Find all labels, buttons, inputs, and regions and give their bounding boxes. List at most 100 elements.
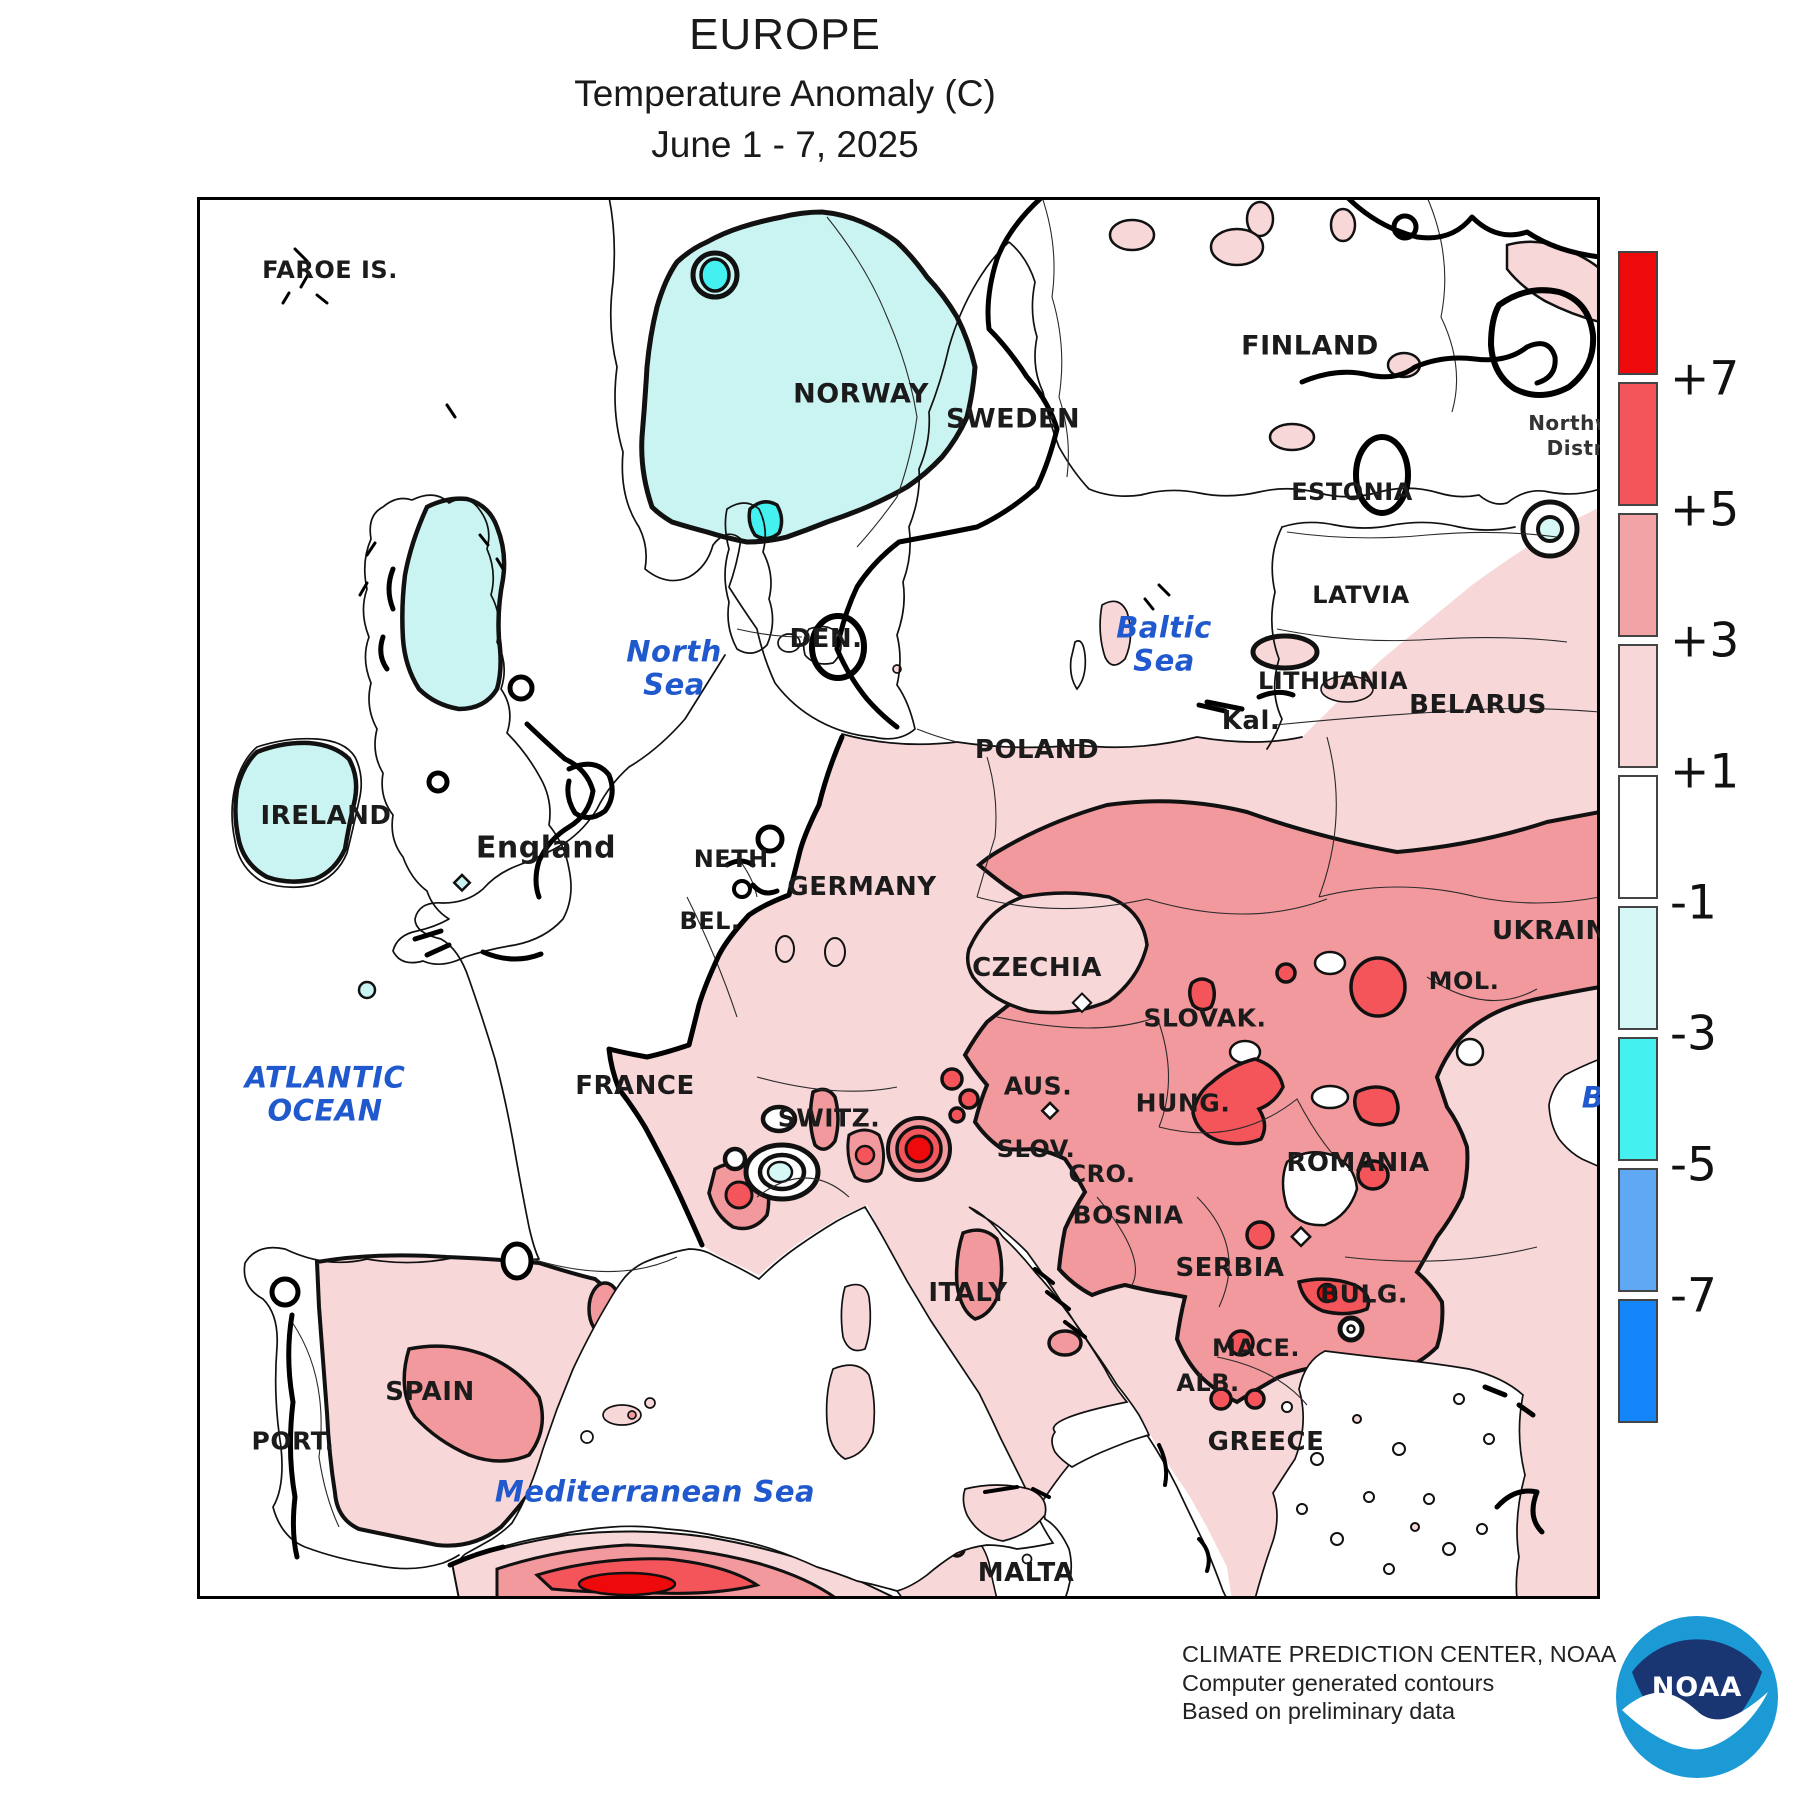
map-label-england: England	[475, 830, 617, 866]
map-label-latvia: LATVIA	[1312, 581, 1410, 609]
attribution-line3: Based on preliminary data	[1182, 1698, 1456, 1724]
anomaly-blob-piedmont-red	[854, 1144, 876, 1166]
map-date: June 1 - 7, 2025	[651, 124, 919, 165]
map-label-greece: GREECE	[1207, 1427, 1325, 1457]
anomaly-region-czechia	[965, 891, 1149, 1015]
anomaly-core-bulgaria	[1316, 1282, 1338, 1304]
map-label-germany: GERMANY	[787, 872, 937, 902]
sea-label-baltic-sea: Baltic Sea	[1116, 610, 1212, 678]
noaa-logo-text: NOAA	[1652, 1672, 1743, 1703]
sea-label-north-sea: North Sea	[626, 634, 722, 702]
legend-label-minus3: -3	[1670, 1006, 1717, 1061]
legend-label-minus7: -7	[1670, 1268, 1717, 1323]
legend-label-minus5: -5	[1670, 1137, 1717, 1192]
map-label-belarus: BELARUS	[1409, 690, 1547, 720]
islands	[580, 600, 1132, 1565]
anomaly-region-africa-core	[577, 1571, 677, 1597]
map-label-neth: NETH.	[693, 845, 779, 873]
map-svg	[197, 197, 1600, 1599]
map-label-port: PORT.	[251, 1426, 335, 1456]
white-ring-bulgaria	[1337, 1315, 1365, 1343]
map-label-alb: ALB.	[1176, 1369, 1240, 1397]
country-borders	[291, 197, 1600, 1528]
map-label-lithuania: LITHUANIA	[1257, 667, 1409, 695]
sea-black-sea	[1548, 1058, 1600, 1168]
map-border	[197, 197, 1600, 1599]
map-label-ukraine: UKRAINE	[1491, 916, 1600, 946]
legend-swatch-6	[1618, 1037, 1658, 1161]
sea-label-mediterranean-sea: Mediterranean Sea	[494, 1474, 816, 1509]
map-label-estonia: ESTONIA	[1291, 478, 1413, 506]
legend-label-plus7: +7	[1670, 351, 1740, 406]
small-cyan-specks	[357, 873, 472, 1000]
anomaly-spots-norway-deep-cyan	[690, 250, 784, 541]
map-label-bulg: BULG.	[1320, 1279, 1408, 1309]
legend-swatch-5	[1618, 906, 1658, 1030]
map-label-distri: Distri	[1546, 436, 1600, 460]
sea-label-atlantic-ocean: ATLANTIC OCEAN	[244, 1060, 406, 1128]
legend-label-plus3: +3	[1670, 613, 1740, 668]
map-label-finland: FINLAND	[1241, 330, 1379, 362]
legend-label-plus1: +1	[1670, 744, 1740, 799]
map-label-den: DEN.	[789, 624, 863, 654]
title-block: EUROPE Temperature Anomaly (C) June 1 - …	[385, 10, 1185, 166]
legend-swatch-1	[1618, 382, 1658, 506]
legend-label-minus1: -1	[1670, 875, 1717, 930]
map-label-slovak: SLOVAK.	[1143, 1003, 1267, 1033]
attribution-line2: Computer generated contours	[1182, 1669, 1495, 1696]
map-label-norway: NORWAY	[793, 378, 929, 410]
sea-aegean	[1254, 1350, 1526, 1599]
legend-swatch-2	[1618, 513, 1658, 637]
map-title: EUROPE	[689, 10, 881, 59]
attribution: CLIMATE PREDICTION CENTER, NOAA Computer…	[1182, 1640, 1616, 1726]
map-labels-layer: FAROE IS. NORWAY SWEDEN FINLAND ESTONIA LATVI…	[197, 197, 1600, 1599]
map-label-hung: HUNG.	[1135, 1088, 1231, 1118]
aegean-islands	[1281, 1393, 1495, 1575]
pink-specks-germany	[775, 935, 846, 967]
map-label-romania: ROMANIA	[1286, 1148, 1430, 1178]
europe-anomaly-map: FAROE IS. NORWAY SWEDEN FINLAND ESTONIA LATVI…	[197, 197, 1600, 1599]
sea-label-b: B	[1582, 1080, 1600, 1114]
island-specks	[281, 247, 1171, 611]
legend-swatch-0	[1618, 251, 1658, 375]
map-label-ireland: IRELAND	[260, 801, 392, 831]
map-label-serbia: SERBIA	[1175, 1253, 1285, 1283]
map-label-mace: MACE.	[1211, 1334, 1301, 1362]
map-subtitle: Temperature Anomaly (C)	[574, 73, 996, 114]
sea-west-mediterranean	[456, 1205, 1055, 1592]
anomaly-region-scotland-cyan	[400, 496, 507, 712]
legend-swatch-4	[1618, 775, 1658, 899]
map-label-italy: ITALY	[928, 1278, 1008, 1308]
map-label-slov: SLOV.	[996, 1135, 1076, 1163]
anomaly-bullseye-north-italy	[886, 1116, 952, 1182]
sea-adriatic	[968, 1206, 1151, 1468]
legend-swatch-3	[1618, 644, 1658, 768]
white-diamond-czechia	[1071, 992, 1093, 1014]
map-label-kal: Kal.	[1221, 706, 1281, 736]
noaa-logo-gull-icon	[1622, 1692, 1768, 1750]
legend-swatch-8	[1618, 1299, 1658, 1423]
map-label-northw: Northw	[1528, 411, 1600, 435]
thick-contours	[269, 197, 1600, 1573]
white-holes	[1040, 950, 1485, 1248]
white-ring-bulgaria-dot	[1346, 1324, 1356, 1334]
map-label-sweden: SWEDEN	[945, 403, 1081, 435]
legend-label-plus5: +5	[1670, 482, 1740, 537]
map-label-spain: SPAIN	[385, 1377, 475, 1407]
map-label-faroe-is: FAROE IS.	[262, 256, 398, 284]
map-label-malta: MALTA	[977, 1558, 1075, 1588]
map-label-poland: POLAND	[974, 735, 1100, 765]
red-core-france	[724, 1180, 754, 1210]
map-label-aus: AUS.	[1003, 1071, 1073, 1101]
map-label-france: FRANCE	[575, 1071, 695, 1101]
anomaly-regions-plus3-blobs	[402, 1087, 1083, 1463]
map-label-cro: CRO.	[1068, 1160, 1136, 1188]
legend-swatch-7	[1618, 1168, 1658, 1292]
map-label-bel: BEL.	[679, 907, 741, 935]
attribution-line1: CLIMATE PREDICTION CENTER, NOAA	[1182, 1641, 1617, 1667]
anomaly-region-ireland-cyan	[233, 740, 359, 884]
map-label-czechia: CZECHIA	[972, 953, 1102, 983]
anomaly-bullseye-alps	[722, 1104, 821, 1202]
map-label-switz: SWITZ.	[777, 1103, 881, 1133]
